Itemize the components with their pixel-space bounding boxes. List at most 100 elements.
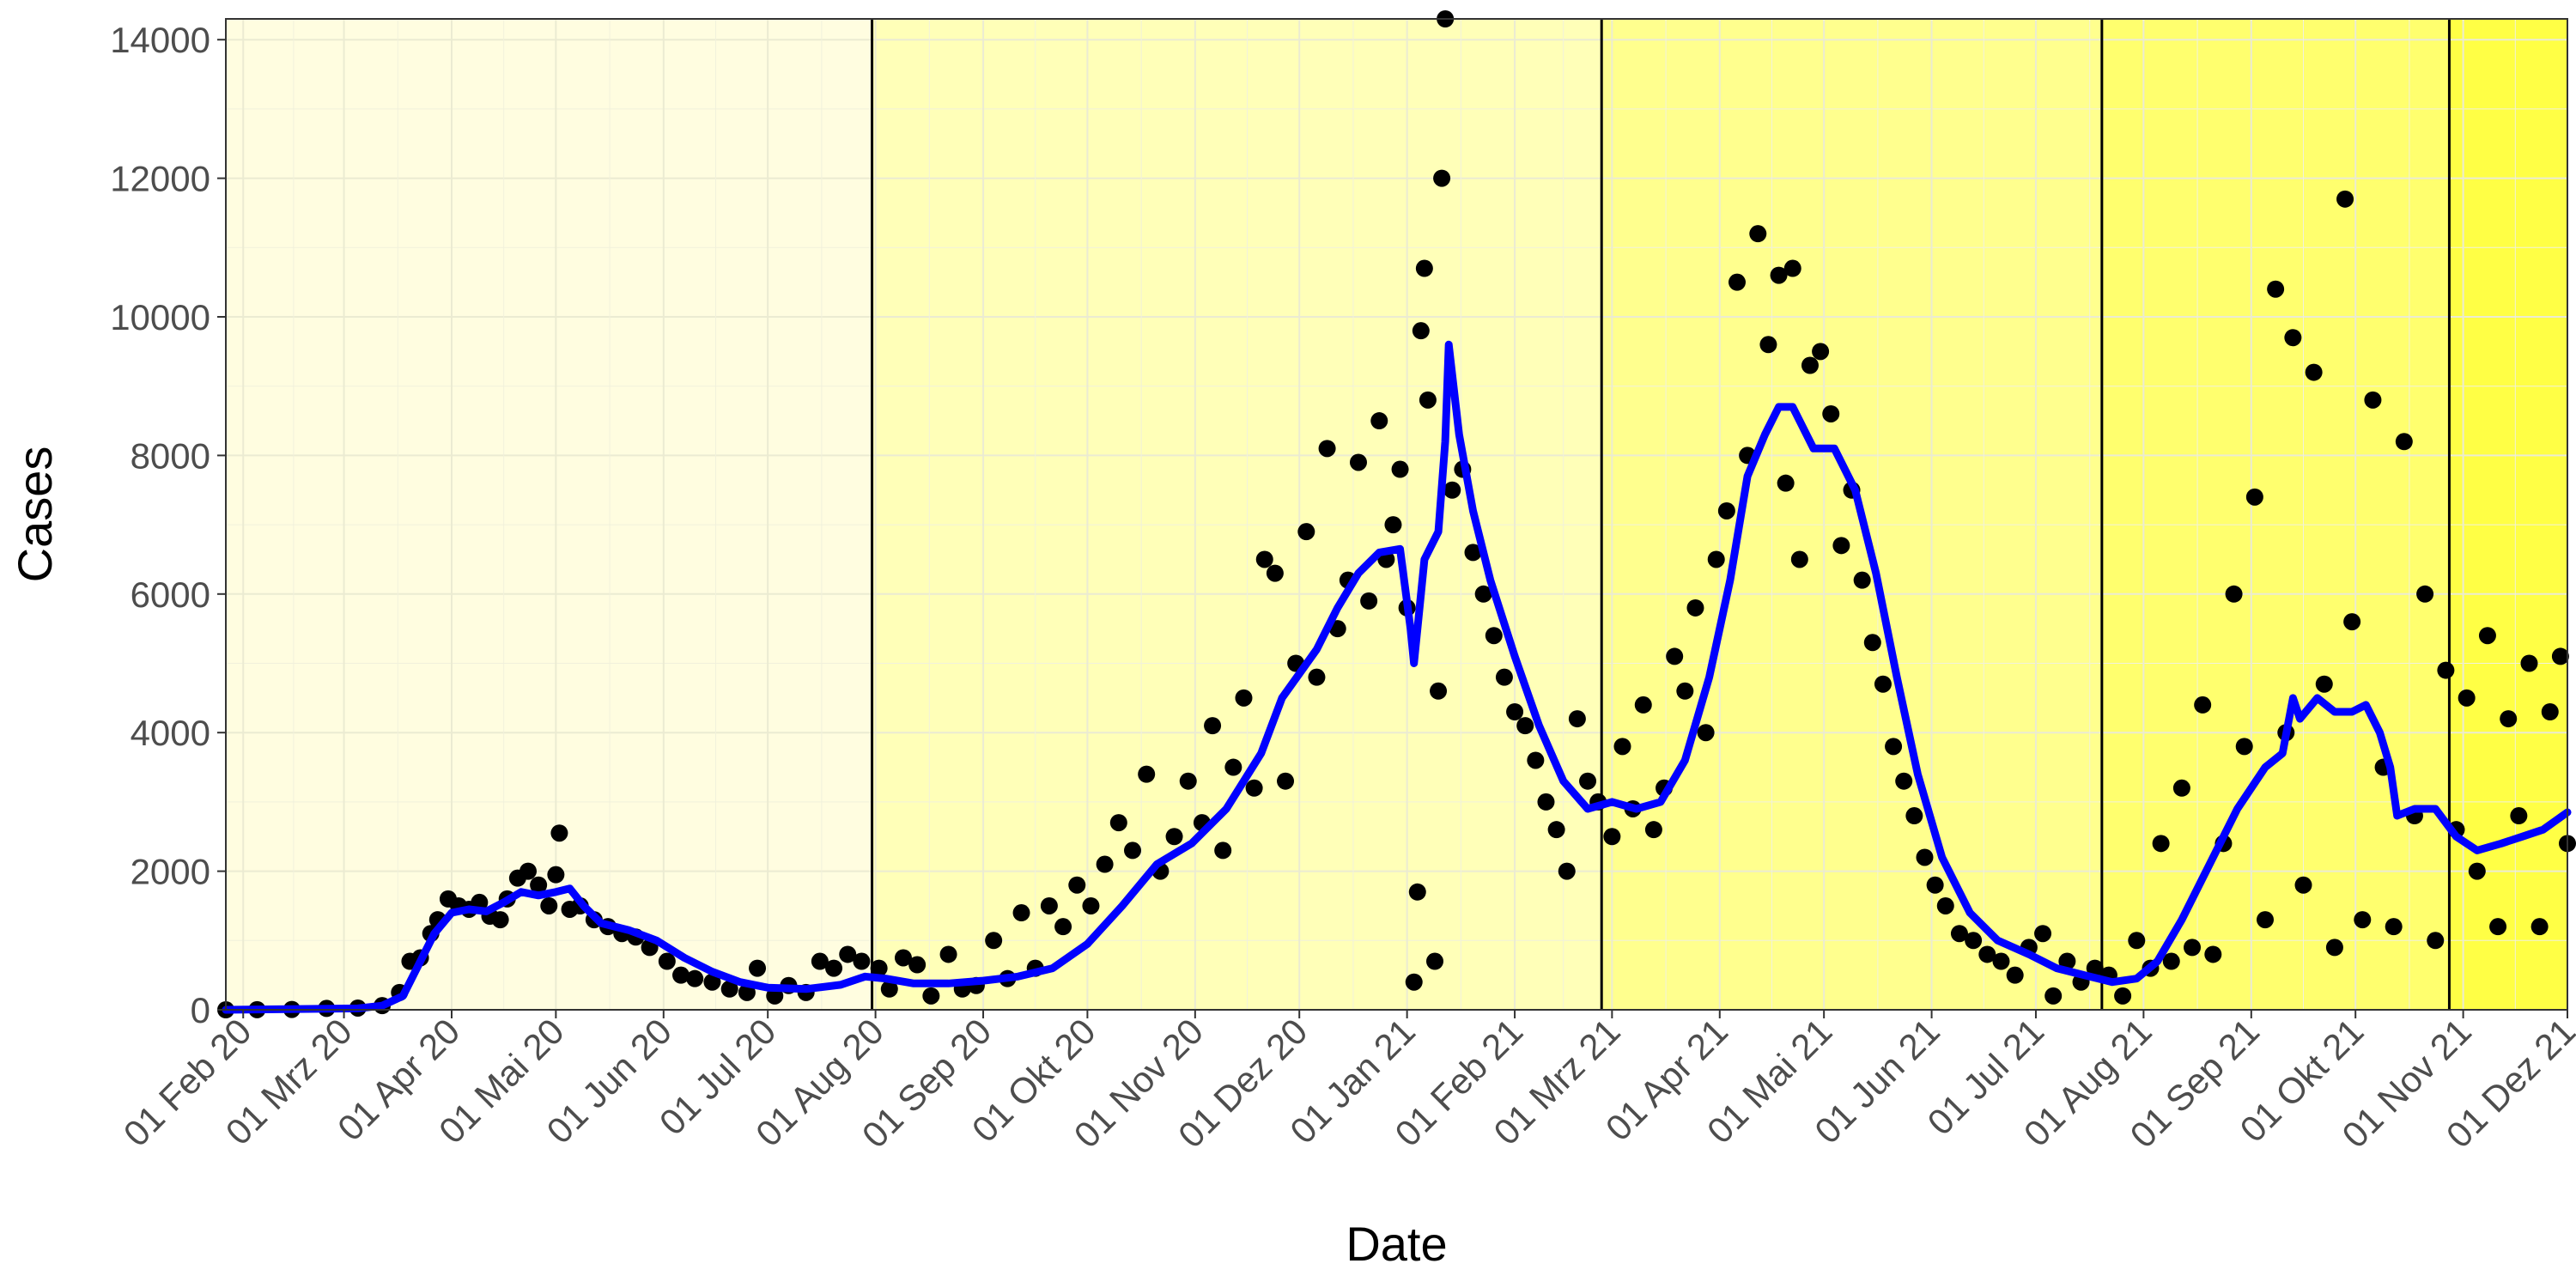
data-point (658, 952, 676, 970)
data-point (1415, 259, 1433, 277)
data-point (922, 987, 940, 1005)
data-point (2086, 959, 2104, 977)
data-point (1547, 821, 1565, 839)
data-point (1179, 772, 1197, 790)
phase-background-4 (2101, 19, 2450, 1010)
y-tick-label: 2000 (131, 852, 210, 892)
data-point (2114, 987, 2132, 1005)
phase-boundaries (871, 19, 2451, 1010)
data-point (2437, 661, 2455, 679)
data-point (825, 959, 843, 977)
data-point (1405, 973, 1423, 991)
data-point (1138, 765, 1156, 783)
data-point (672, 966, 690, 984)
data-point (1936, 896, 1954, 914)
data-point (1558, 862, 1576, 880)
data-point (811, 952, 829, 970)
data-point (2385, 918, 2403, 936)
data-point (1277, 772, 1295, 790)
data-point (1464, 544, 1482, 562)
data-point (853, 952, 871, 970)
data-point (1235, 689, 1253, 707)
phase-background-2 (872, 19, 1602, 1010)
data-point (1537, 793, 1555, 811)
data-point (1822, 404, 1840, 422)
data-point (1777, 474, 1795, 492)
data-point (1783, 259, 1801, 277)
data-point (491, 911, 509, 929)
plot-panel-border (225, 18, 2568, 1011)
data-point (2256, 911, 2274, 929)
data-point (2468, 862, 2486, 880)
data-point (908, 956, 927, 974)
data-point (2489, 918, 2507, 936)
data-point (1266, 564, 1284, 582)
data-point (894, 949, 912, 967)
data-point (519, 862, 538, 880)
data-point (2343, 613, 2361, 631)
data-point (1012, 904, 1030, 922)
y-tick-label: 4000 (131, 713, 210, 753)
data-point (1790, 550, 1808, 568)
data-point (1916, 848, 1934, 866)
data-point (1992, 952, 2010, 970)
data-point (547, 866, 565, 884)
data-point (1728, 273, 1747, 291)
data-point (2336, 190, 2354, 208)
y-axis-title: Cases (8, 447, 62, 583)
data-point (2194, 696, 2212, 714)
y-tick-label: 8000 (131, 435, 210, 476)
data-point (1124, 841, 1142, 860)
data-point (1749, 225, 1767, 243)
data-point (540, 896, 558, 914)
data-point (1613, 738, 1631, 756)
data-point (1644, 821, 1662, 839)
data-point (839, 945, 857, 963)
data-point (1527, 751, 1545, 769)
data-point (2364, 391, 2382, 409)
data-point (1905, 807, 1923, 825)
y-tick-label: 6000 (131, 574, 210, 615)
data-point (2184, 939, 2202, 957)
data-point (2354, 911, 2372, 929)
data-point (1391, 460, 1409, 478)
data-point (1686, 598, 1704, 617)
data-point (1370, 412, 1388, 430)
data-point (2416, 585, 2434, 603)
data-point (1707, 550, 1725, 568)
data-point (1832, 537, 1850, 555)
smoothed-line (222, 340, 2572, 1014)
data-point (1926, 876, 1944, 894)
phase-backgrounds (226, 19, 2567, 1010)
data-point (1885, 738, 1903, 756)
data-point (880, 980, 898, 998)
data-point (2152, 835, 2170, 853)
smoothed-line-series (222, 340, 2572, 1014)
data-point (2427, 932, 2445, 950)
data-point (1978, 945, 1996, 963)
data-point (2058, 952, 2076, 970)
data-point (2235, 738, 2253, 756)
phase-background-1 (226, 19, 872, 1010)
data-point (870, 959, 888, 977)
data-point (1068, 876, 1086, 894)
x-axis-title: Date (1346, 1217, 1447, 1271)
scatter-series (217, 10, 2576, 1018)
data-point (1676, 682, 1694, 700)
y-tick-label: 12000 (110, 159, 210, 199)
data-point (1485, 627, 1503, 645)
data-point (1812, 343, 1830, 361)
data-point (2172, 779, 2190, 797)
data-point (1412, 322, 1430, 340)
data-point (1430, 682, 1448, 700)
data-point (1568, 710, 1586, 728)
data-point (1950, 925, 1968, 943)
data-point (1426, 952, 1444, 970)
data-point (1863, 634, 1881, 652)
data-point (2267, 280, 2285, 298)
data-point (1666, 647, 1684, 665)
y-tick-label: 10000 (110, 297, 210, 337)
data-point (1245, 779, 1263, 797)
data-point (1360, 592, 1378, 610)
